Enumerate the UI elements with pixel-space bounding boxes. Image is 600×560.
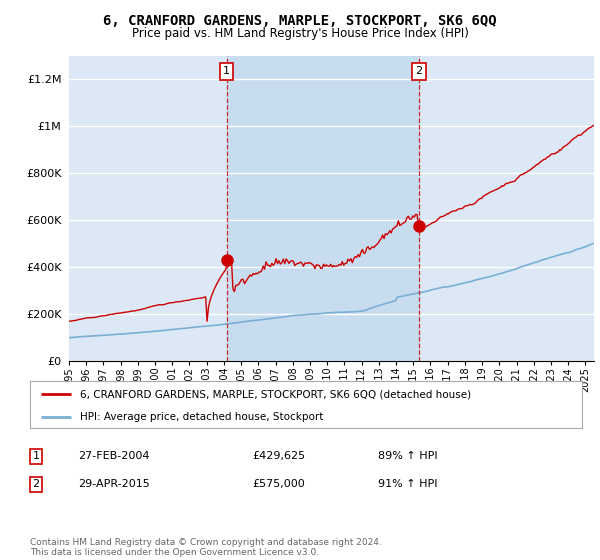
Bar xyxy=(227,56,419,361)
Text: 6, CRANFORD GARDENS, MARPLE, STOCKPORT, SK6 6QQ: 6, CRANFORD GARDENS, MARPLE, STOCKPORT, … xyxy=(103,14,497,28)
Text: £575,000: £575,000 xyxy=(252,479,305,489)
Text: 29-APR-2015: 29-APR-2015 xyxy=(78,479,150,489)
Text: 2: 2 xyxy=(32,479,40,489)
Text: 27-FEB-2004: 27-FEB-2004 xyxy=(78,451,149,461)
Text: £429,625: £429,625 xyxy=(252,451,305,461)
Text: 6, CRANFORD GARDENS, MARPLE, STOCKPORT, SK6 6QQ (detached house): 6, CRANFORD GARDENS, MARPLE, STOCKPORT, … xyxy=(80,389,471,399)
Text: 89% ↑ HPI: 89% ↑ HPI xyxy=(378,451,437,461)
Text: 1: 1 xyxy=(32,451,40,461)
Text: HPI: Average price, detached house, Stockport: HPI: Average price, detached house, Stoc… xyxy=(80,412,323,422)
Text: 2: 2 xyxy=(415,66,422,76)
Text: Price paid vs. HM Land Registry's House Price Index (HPI): Price paid vs. HM Land Registry's House … xyxy=(131,27,469,40)
Text: 1: 1 xyxy=(223,66,230,76)
Text: Contains HM Land Registry data © Crown copyright and database right 2024.
This d: Contains HM Land Registry data © Crown c… xyxy=(30,538,382,557)
Text: 91% ↑ HPI: 91% ↑ HPI xyxy=(378,479,437,489)
